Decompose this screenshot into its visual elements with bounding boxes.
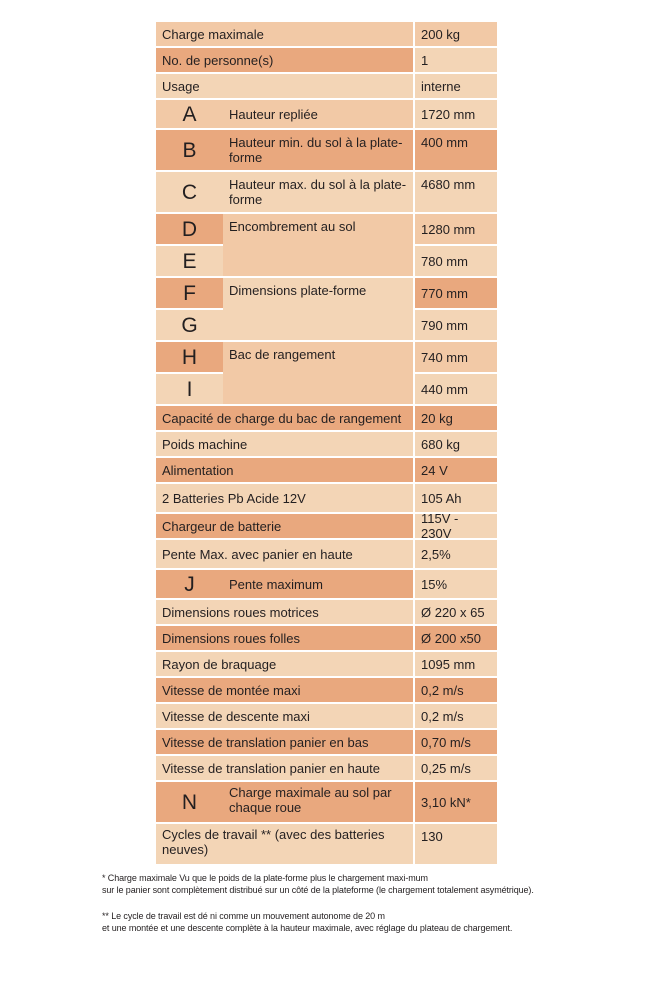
row-value: 24 V	[413, 458, 497, 482]
row-value: 3,10 kN*	[413, 782, 497, 822]
row-label: Encombrement au sol	[223, 214, 413, 276]
row-value: 770 mm	[413, 278, 497, 308]
row-label: Pente maximum	[223, 570, 413, 598]
row-label: Charge maximale au sol par chaque roue	[223, 782, 413, 822]
row-value: 1720 mm	[413, 100, 497, 128]
row-label: Charge maximale	[156, 22, 413, 46]
row-label: Dimensions plate-forme	[223, 278, 413, 340]
letter-cell: G	[156, 310, 223, 340]
row-value: 105 Ah	[413, 484, 497, 512]
row-value: 2,5%	[413, 540, 497, 568]
row-value: 1	[413, 48, 497, 72]
row-value: 740 mm	[413, 342, 497, 372]
row-label: Poids machine	[156, 432, 413, 456]
row-value: 0,2 m/s	[413, 678, 497, 702]
row-label: Vitesse de descente maxi	[156, 704, 413, 728]
row-label: Vitesse de translation panier en haute	[156, 756, 413, 780]
letter-cell: B	[156, 130, 223, 170]
row-value: 15%	[413, 570, 497, 598]
row-value: interne	[413, 74, 497, 98]
row-label: Hauteur min. du sol à la plate-forme	[223, 130, 413, 170]
row-label: Alimentation	[156, 458, 413, 482]
row-value: 0,2 m/s	[413, 704, 497, 728]
letter-cell: J	[156, 570, 223, 598]
row-value: 130	[413, 824, 497, 864]
row-label: Capacité de charge du bac de rangement	[156, 406, 413, 430]
letter-cell: A	[156, 100, 223, 128]
row-value: Ø 220 x 65	[413, 600, 497, 624]
footnote-line: sur le panier sont complètement distribu…	[102, 885, 534, 895]
row-value: 440 mm	[413, 374, 497, 404]
row-label: Pente Max. avec panier en haute	[156, 540, 413, 568]
letter-cell: E	[156, 246, 223, 276]
letter-cell: F	[156, 278, 223, 308]
spec-table: Charge maximale 200 kg No. de personne(s…	[156, 22, 497, 864]
row-value: 790 mm	[413, 310, 497, 340]
footnote-2: ** Le cycle de travail est dé ni comme u…	[102, 910, 512, 934]
row-label: Rayon de braquage	[156, 652, 413, 676]
row-label: Usage	[156, 74, 413, 98]
footnote-line: * Charge maximale Vu que le poids de la …	[102, 873, 428, 883]
row-value: Ø 200 x50	[413, 626, 497, 650]
row-value: 780 mm	[413, 246, 497, 276]
row-label: 2 Batteries Pb Acide 12V	[156, 484, 413, 512]
row-value: 115V - 230V	[413, 511, 497, 541]
row-label: Dimensions roues folles	[156, 626, 413, 650]
row-value: 400 mm	[413, 130, 497, 170]
row-value: 1095 mm	[413, 652, 497, 676]
letter-cell: D	[156, 214, 223, 244]
letter-cell: C	[156, 172, 223, 212]
row-label: Chargeur de batterie	[156, 514, 413, 538]
letter-cell: I	[156, 374, 223, 404]
row-label: No. de personne(s)	[156, 48, 413, 72]
row-value: 200 kg	[413, 22, 497, 46]
row-value: 0,70 m/s	[413, 730, 497, 754]
row-value: 20 kg	[413, 406, 497, 430]
row-label: Bac de rangement	[223, 342, 413, 404]
row-label: Vitesse de translation panier en bas	[156, 730, 413, 754]
row-label: Hauteur repliée	[223, 100, 413, 128]
row-value: 1280 mm	[413, 214, 497, 244]
row-label: Dimensions roues motrices	[156, 600, 413, 624]
row-label: Vitesse de montée maxi	[156, 678, 413, 702]
row-value: 4680 mm	[413, 172, 497, 212]
row-label: Cycles de travail ** (avec des batteries…	[156, 824, 413, 864]
footnote-1: * Charge maximale Vu que le poids de la …	[102, 872, 534, 896]
letter-cell: H	[156, 342, 223, 372]
row-value: 680 kg	[413, 432, 497, 456]
row-value: 0,25 m/s	[413, 756, 497, 780]
footnote-line: ** Le cycle de travail est dé ni comme u…	[102, 911, 385, 921]
letter-cell: N	[156, 782, 223, 822]
footnote-line: et une montée et une descente complète à…	[102, 923, 513, 933]
row-label: Hauteur max. du sol à la plate-forme	[223, 172, 413, 212]
